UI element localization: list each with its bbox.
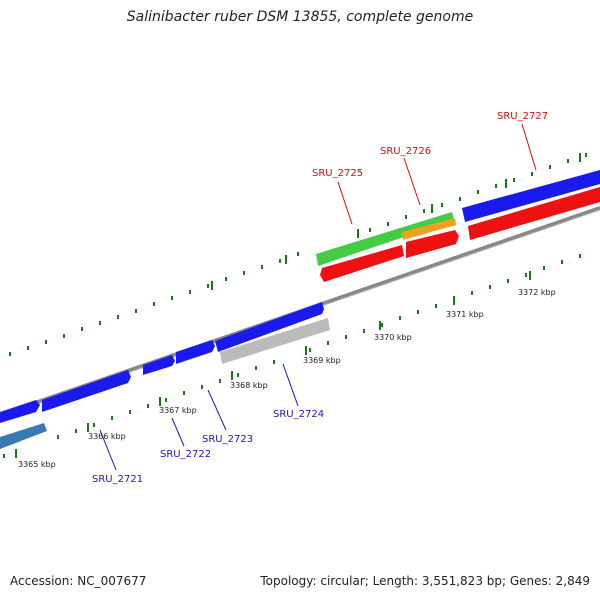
map-title: Salinibacter ruber DSM 13855, complete g…: [126, 9, 474, 25]
scale-label-3370: 3370 kbp: [374, 333, 412, 342]
gene-label-sru2725[interactable]: SRU_2725: [312, 168, 363, 179]
gene-label-sru2726[interactable]: SRU_2726: [380, 146, 431, 157]
scale-label-3371: 3371 kbp: [446, 310, 484, 319]
cds-forward-sru2723: [176, 340, 215, 364]
scale-label-3367: 3367 kbp: [159, 406, 197, 415]
connector-sru2724: [282, 363, 299, 407]
cds-reverse-sru2725: [320, 245, 404, 282]
gene-label-sru2723[interactable]: SRU_2723: [202, 434, 253, 445]
cds-forward-sru2722: [143, 355, 175, 375]
feature-grey-sru2724: [220, 318, 330, 364]
scale-label-3365: 3365 kbp: [18, 460, 56, 469]
scale-label-3368: 3368 kbp: [230, 381, 268, 390]
gene-label-sru2724[interactable]: SRU_2724: [273, 409, 324, 420]
cds-reverse-sru2726: [406, 230, 459, 258]
cds-forward-left-stub: [0, 400, 40, 423]
connector-sru2721: [99, 429, 117, 471]
connector-sru2726: [403, 157, 421, 206]
scale-label-3366: 3366 kbp: [88, 432, 126, 441]
cds-forward-sru2724: [215, 302, 324, 352]
connector-sru2722: [171, 417, 185, 447]
lower-tick-row: [3, 254, 581, 458]
genome-summary-text: Topology: circular; Length: 3,551,823 bp…: [260, 574, 590, 588]
accession-text: Accession: NC_007677: [10, 574, 147, 588]
gene-label-sru2727[interactable]: SRU_2727: [497, 111, 548, 122]
scale-label-3372: 3372 kbp: [518, 288, 556, 297]
cds-reverse-sru2727: [468, 187, 600, 240]
connector-sru2723: [207, 389, 227, 431]
gene-label-sru2722[interactable]: SRU_2722: [160, 449, 211, 460]
cds-forward-sru2727: [462, 170, 600, 222]
feature-steel-blue: [0, 423, 47, 449]
upper-tick-row: [9, 153, 587, 356]
gene-label-sru2721[interactable]: SRU_2721: [92, 474, 143, 485]
connector-sru2727: [521, 123, 537, 171]
cds-forward-sru2721: [42, 370, 131, 412]
feature-green-sru2725: [316, 212, 454, 266]
scale-label-3369: 3369 kbp: [303, 356, 341, 365]
connector-sru2725: [337, 181, 353, 225]
feature-orange-sru2726: [402, 218, 456, 240]
